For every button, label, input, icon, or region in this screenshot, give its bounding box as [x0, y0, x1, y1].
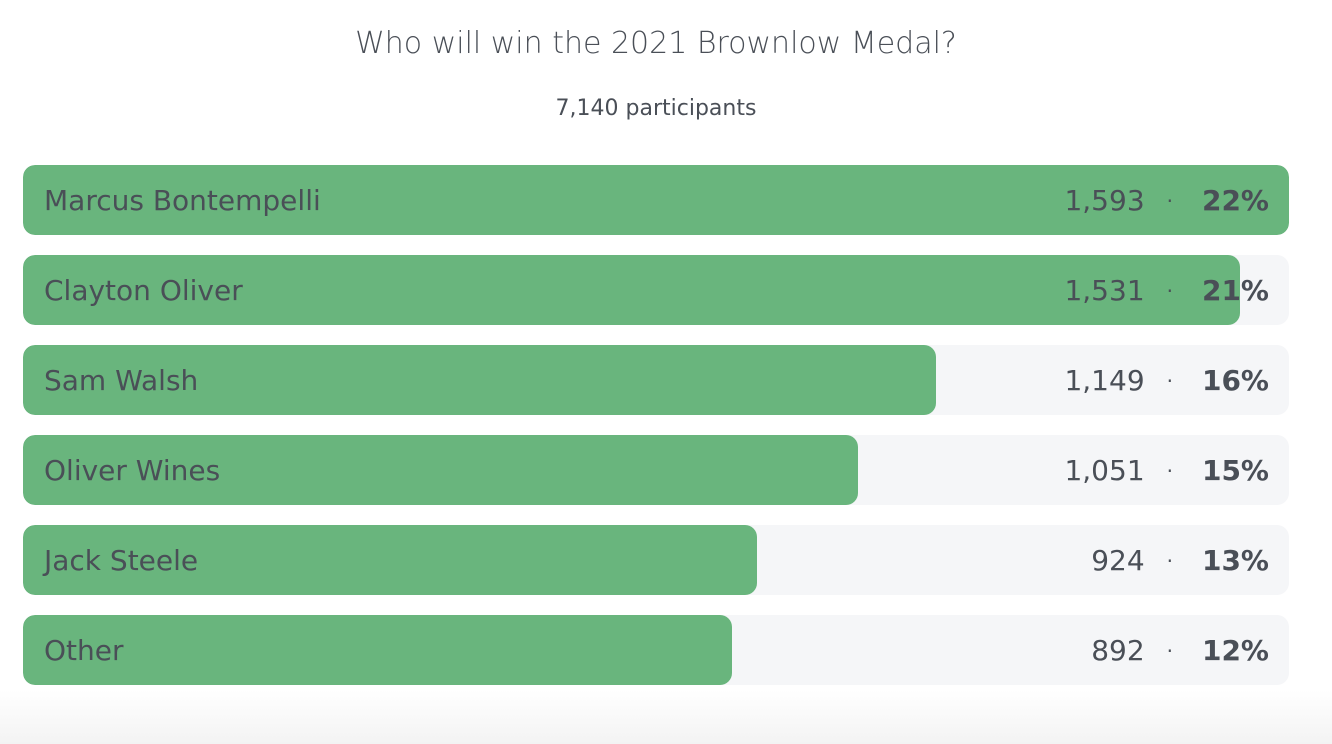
- participant-count: 7,140 participants: [555, 96, 757, 121]
- separator: ·: [1166, 189, 1173, 213]
- option-label: Oliver Wines: [44, 454, 221, 487]
- option-label: Sam Walsh: [44, 364, 199, 397]
- result-bar-fill: [23, 435, 859, 505]
- vote-percent: 16%: [1201, 364, 1269, 397]
- separator: ·: [1166, 639, 1173, 663]
- result-bar-fill: [23, 165, 1289, 235]
- vote-count: 1,593: [1064, 184, 1145, 217]
- vote-percent: 21%: [1201, 274, 1269, 307]
- separator: ·: [1166, 549, 1173, 573]
- poll-title: Who will win the 2021 Brownlow Medal?: [355, 26, 957, 61]
- option-label: Other: [44, 634, 124, 667]
- vote-percent: 15%: [1201, 454, 1269, 487]
- poll-option[interactable]: Oliver Wines 1,051 · 15%: [23, 435, 1289, 505]
- vote-percent: 13%: [1201, 544, 1269, 577]
- option-label: Clayton Oliver: [44, 274, 243, 307]
- result-bar-fill: [23, 345, 937, 415]
- result-bar-fill: [23, 525, 758, 595]
- vote-count: 1,149: [1064, 364, 1145, 397]
- vote-count: 1,051: [1064, 454, 1145, 487]
- vote-percent: 12%: [1201, 634, 1269, 667]
- vote-count: 1,531: [1064, 274, 1145, 307]
- result-bar-fill: [23, 255, 1240, 325]
- poll-option[interactable]: Sam Walsh 1,149 · 16%: [23, 345, 1289, 415]
- vote-percent: 22%: [1201, 184, 1269, 217]
- separator: ·: [1166, 369, 1173, 393]
- option-label: Jack Steele: [44, 544, 199, 577]
- result-bar-fill: [23, 615, 732, 685]
- vote-count: 924: [1091, 544, 1145, 577]
- poll-options: Marcus Bontempelli 1,593 · 22% Clayton Oli…: [23, 165, 1289, 705]
- vote-count: 892: [1091, 634, 1145, 667]
- poll-option[interactable]: Marcus Bontempelli 1,593 · 22%: [23, 165, 1289, 235]
- option-label: Marcus Bontempelli: [44, 184, 321, 217]
- poll-option[interactable]: Clayton Oliver 1,531 · 21%: [23, 255, 1289, 325]
- separator: ·: [1166, 279, 1173, 303]
- separator: ·: [1166, 459, 1173, 483]
- poll-option[interactable]: Jack Steele 924 · 13%: [23, 525, 1289, 595]
- poll-option[interactable]: Other 892 · 12%: [23, 615, 1289, 685]
